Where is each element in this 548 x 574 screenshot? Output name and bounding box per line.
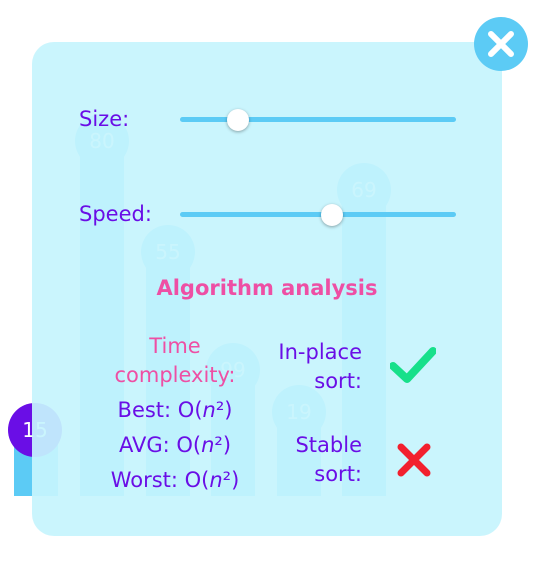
worst-var: n <box>209 468 223 492</box>
speed-label: Speed: <box>79 202 152 226</box>
time-complexity-block: Time complexity: Best: O(n²) AVG: O(n²) … <box>92 332 258 495</box>
check-icon <box>390 347 436 383</box>
speed-slider[interactable] <box>180 204 456 226</box>
worst-case: Worst: O(n²) <box>92 466 258 495</box>
size-slider[interactable] <box>180 109 456 131</box>
stable-line1: Stable <box>295 433 362 457</box>
in-place-sort-label: In-place sort: <box>232 338 362 396</box>
best-var: n <box>202 398 216 422</box>
in-place-line1: In-place <box>278 340 362 364</box>
cross-icon <box>397 443 431 477</box>
speed-slider-track[interactable] <box>180 212 456 217</box>
avg-suffix: ²) <box>214 433 232 457</box>
time-complexity-heading: Time complexity: <box>92 332 258 390</box>
in-place-line2: sort: <box>314 369 362 393</box>
close-x-icon <box>488 31 514 57</box>
size-label: Size: <box>79 107 130 131</box>
size-slider-track[interactable] <box>180 117 456 122</box>
best-case: Best: O(n²) <box>92 396 258 425</box>
analysis-title: Algorithm analysis <box>156 276 378 300</box>
avg-var: n <box>201 433 215 457</box>
time-complexity-line1: Time <box>149 334 201 358</box>
best-suffix: ²) <box>215 398 233 422</box>
worst-suffix: ²) <box>222 468 240 492</box>
avg-prefix: AVG: O( <box>118 433 202 457</box>
time-complexity-line2: complexity: <box>114 363 236 387</box>
speed-slider-thumb[interactable] <box>320 204 343 226</box>
stable-line2: sort: <box>314 462 362 486</box>
worst-prefix: Worst: O( <box>110 468 210 492</box>
size-slider-thumb[interactable] <box>226 109 249 131</box>
best-prefix: Best: O( <box>117 398 203 422</box>
settings-panel: Size: Speed: Algorithm analysis Time com… <box>32 42 502 536</box>
stable-sort-label: Stable sort: <box>232 431 362 489</box>
close-button[interactable] <box>474 17 528 71</box>
avg-case: AVG: O(n²) <box>92 431 258 460</box>
